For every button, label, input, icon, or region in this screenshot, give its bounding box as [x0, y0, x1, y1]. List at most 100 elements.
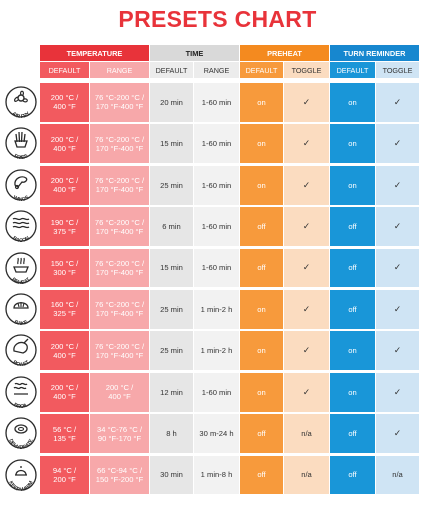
cell-preheat-default: off [240, 414, 283, 453]
fan-icon: AIR FRY [5, 86, 37, 121]
cell-temp-default: 200 °C / 400 °F [40, 165, 89, 205]
cell-turn-default: off [330, 290, 375, 329]
subheader-preheat-default: DEFAULT [240, 62, 283, 78]
cell-time-range: 1-60 min [194, 83, 239, 122]
cell-preheat-toggle: ✓ [284, 207, 329, 246]
header-time: TIME [150, 45, 239, 61]
cell-turn-default: off [330, 455, 375, 495]
cell-turn-toggle: ✓ [376, 83, 419, 122]
cell-turn-toggle: ✓ [376, 248, 419, 288]
cell-time-default: 30 min [150, 455, 193, 495]
cell-time-range: 30 m-24 h [194, 414, 239, 453]
cell-turn-default: off [330, 414, 375, 453]
cell-turn-default: on [330, 372, 375, 412]
cell-temp-range: 76 °C-200 °C / 170 °F-400 °F [90, 83, 149, 122]
wings-icon-graphic: WINGS [5, 169, 37, 203]
roast-icon-graphic: ROAST [5, 334, 37, 368]
subheader-turn-toggle: TOGGLE [376, 62, 419, 78]
fries-icon-graphic: FRIES [5, 127, 37, 162]
cell-time-default: 25 min [150, 165, 193, 205]
cell-time-default: 15 min [150, 248, 193, 288]
cell-preheat-default: on [240, 124, 283, 164]
dehydrate-icon: DEHYDRATE [5, 417, 37, 451]
cell-preheat-toggle: ✓ [284, 331, 329, 371]
cell-temp-range: 76 °C-200 °C / 170 °F-400 °F [90, 207, 149, 246]
bake-icon: BAKE [5, 293, 37, 327]
cell-time-default: 25 min [150, 290, 193, 329]
roast-icon: ROAST [5, 334, 37, 368]
cell-preheat-default: on [240, 165, 283, 205]
cell-time-default: 15 min [150, 124, 193, 164]
cell-turn-toggle: ✓ [376, 165, 419, 205]
subheader-time-range: RANGE [194, 62, 239, 78]
preset-name: BAKE [13, 319, 29, 327]
keep-warm-icon: KEEP WARM [5, 458, 37, 493]
header-temperature: TEMPERATURE [40, 45, 149, 61]
cell-preheat-toggle: n/a [284, 455, 329, 495]
cell-temp-default: 200 °C / 400 °F [40, 83, 89, 122]
cell-preheat-default: on [240, 331, 283, 371]
bacon-icon-graphic: BACON [5, 210, 37, 244]
cell-temp-range: 66 °C-94 °C / 150 °F-200 °F [90, 455, 149, 495]
cell-time-default: 8 h [150, 414, 193, 453]
cell-temp-range: 200 °C / 400 °F [90, 372, 149, 412]
subheader-temp-range: RANGE [90, 62, 149, 78]
svg-text:FRIES: FRIES [13, 153, 30, 159]
reheat-icon-graphic: REHEAT [5, 251, 37, 286]
cell-temp-default: 200 °C / 400 °F [40, 372, 89, 412]
cell-temp-range: 76 °C-200 °C / 170 °F-400 °F [90, 165, 149, 205]
cell-turn-default: on [330, 83, 375, 122]
cell-turn-default: on [330, 331, 375, 371]
keep-warm-icon-graphic: KEEP WARM [5, 458, 37, 493]
dehydrate-icon-graphic: DEHYDRATE [5, 417, 37, 451]
subheader-preheat-toggle: TOGGLE [284, 62, 329, 78]
cell-preheat-toggle: n/a [284, 414, 329, 453]
preset-name: WINGS [12, 194, 31, 203]
subheader-temp-default: DEFAULT [40, 62, 89, 78]
cell-temp-default: 160 °C / 325 °F [40, 290, 89, 329]
cell-preheat-default: on [240, 83, 283, 122]
cell-time-default: 12 min [150, 372, 193, 412]
cell-turn-default: on [330, 165, 375, 205]
svg-text:BAKE: BAKE [13, 319, 29, 325]
cell-preheat-toggle: ✓ [284, 124, 329, 164]
cell-time-default: 25 min [150, 331, 193, 371]
cell-temp-range: 34 °C-76 °C / 90 °F-170 °F [90, 414, 149, 453]
cell-turn-toggle: ✓ [376, 414, 419, 453]
cell-preheat-default: off [240, 248, 283, 288]
cell-temp-range: 76 °C-200 °C / 170 °F-400 °F [90, 124, 149, 164]
preset-name: AIR FRY [10, 111, 31, 121]
header-turn-reminder: TURN REMINDER [330, 45, 419, 61]
cell-temp-default: 56 °C / 135 °F [40, 414, 89, 453]
cell-preheat-default: on [240, 372, 283, 412]
cell-temp-default: 190 °C / 375 °F [40, 207, 89, 246]
cell-turn-toggle: ✓ [376, 124, 419, 164]
preset-name: ROAST [12, 359, 32, 368]
fan-icon-graphic: AIR FRY [5, 86, 37, 121]
cell-time-range: 1-60 min [194, 372, 239, 412]
cell-preheat-toggle: ✓ [284, 290, 329, 329]
reheat-icon: REHEAT [5, 251, 37, 286]
cell-turn-toggle: ✓ [376, 207, 419, 246]
cell-time-range: 1-60 min [194, 248, 239, 288]
preset-name: REHEAT [10, 276, 32, 286]
cell-time-range: 1 min-2 h [194, 290, 239, 329]
cell-temp-default: 94 °C / 200 °F [40, 455, 89, 495]
cell-turn-toggle: ✓ [376, 290, 419, 329]
cell-temp-default: 200 °C / 400 °F [40, 124, 89, 164]
cell-time-range: 1 min-8 h [194, 455, 239, 495]
cell-turn-default: on [330, 124, 375, 164]
svg-text:BACON: BACON [11, 235, 31, 242]
cell-preheat-default: off [240, 455, 283, 495]
cell-temp-range: 76 °C-200 °C / 170 °F-400 °F [90, 290, 149, 329]
preset-name: BROIL [12, 401, 30, 410]
fries-icon: FRIES [5, 127, 37, 162]
cell-time-range: 1-60 min [194, 165, 239, 205]
cell-turn-toggle: n/a [376, 455, 419, 495]
svg-text:REHEAT: REHEAT [10, 276, 32, 284]
cell-temp-range: 76 °C-200 °C / 170 °F-400 °F [90, 331, 149, 371]
subheader-time-default: DEFAULT [150, 62, 193, 78]
cell-preheat-toggle: ✓ [284, 248, 329, 288]
cell-turn-toggle: ✓ [376, 331, 419, 371]
bake-icon-graphic: BAKE [5, 293, 37, 327]
